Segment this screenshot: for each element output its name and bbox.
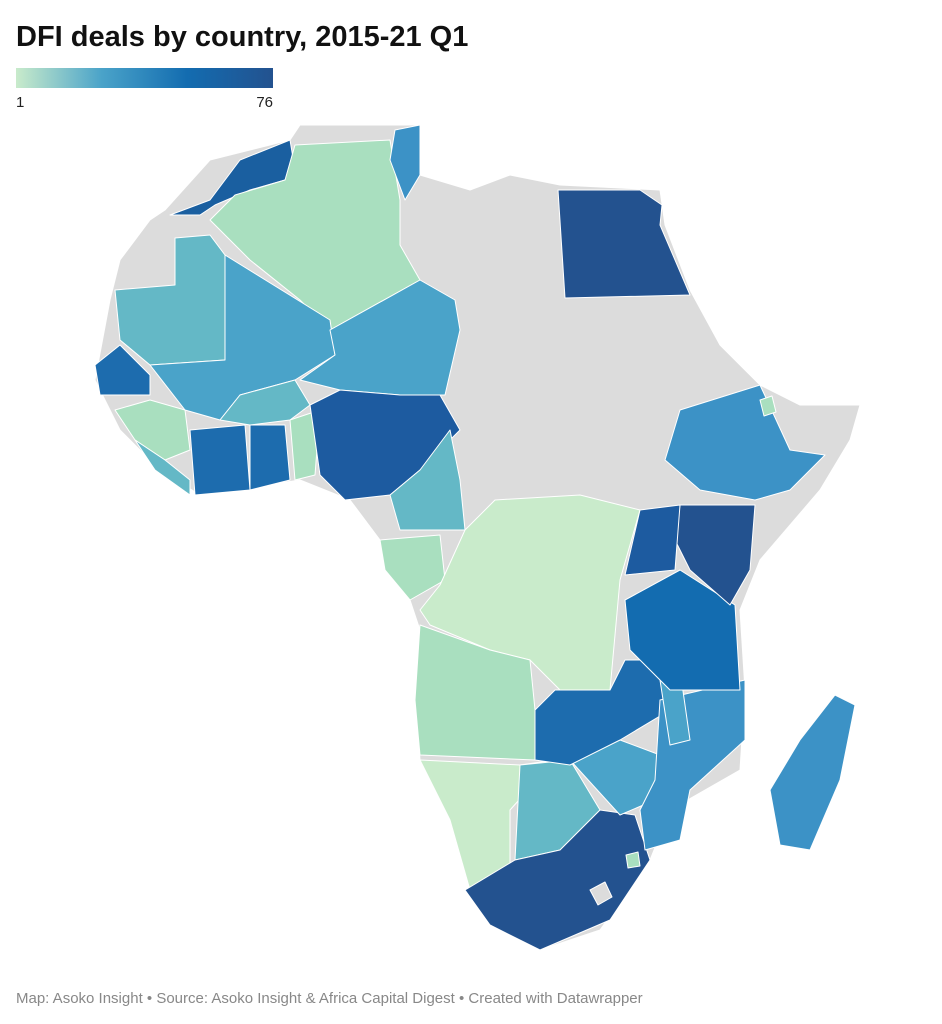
country [249,424,291,491]
country [389,429,466,531]
country [759,395,777,417]
country [625,851,641,869]
country [624,504,681,576]
country [464,809,651,951]
country [289,409,321,481]
country [189,424,251,496]
legend-gradient [16,68,273,88]
country [557,189,691,299]
map-title: DFI deals by country, 2015-21 Q1 [16,21,468,53]
africa-map [94,124,861,951]
footer-credit: Map: Asoko Insight • Source: Asoko Insig… [16,990,643,1007]
country [769,694,856,851]
country [134,439,191,496]
legend-max-label: 76 [256,94,273,111]
country [209,139,421,331]
country [94,344,151,396]
legend-min-label: 1 [16,94,24,111]
country [589,881,613,906]
country [379,534,446,601]
country [624,569,741,691]
country [389,124,421,201]
